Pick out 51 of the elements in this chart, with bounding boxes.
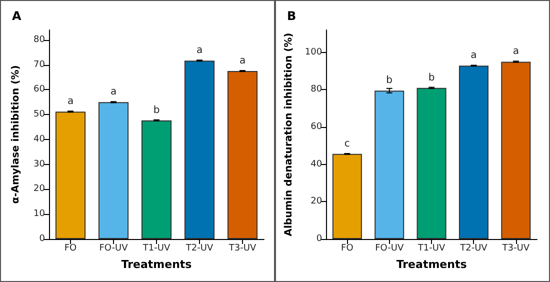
x-tick-label: T1-UV	[142, 244, 171, 254]
y-tick-label: 40	[34, 134, 46, 144]
bar	[332, 154, 362, 239]
bar	[227, 71, 258, 239]
bar	[416, 88, 446, 239]
chart-title: B	[287, 9, 296, 23]
y-tick-label: 70	[34, 60, 46, 70]
bar	[374, 90, 404, 239]
y-tick-label: 100	[304, 47, 322, 58]
y-tick-label: 80	[310, 84, 322, 95]
chart-title: A	[12, 9, 22, 23]
y-tick-label: 50	[34, 110, 46, 120]
x-tick-label: FO	[341, 244, 354, 254]
x-axis-title: Treatments	[121, 258, 192, 271]
x-tick-label: FO-UV	[99, 244, 129, 254]
bar	[55, 112, 86, 239]
annotation: a	[470, 50, 477, 62]
y-axis-title: Albumin denaturation inhibition (%)	[284, 32, 294, 236]
bar	[141, 120, 172, 239]
y-axis-title: α-Amylase inhibition (%)	[10, 65, 22, 204]
annotation: b	[386, 75, 393, 86]
x-tick-label: T2-UV	[184, 244, 214, 254]
y-tick-label: 20	[34, 184, 46, 194]
y-tick-label: 60	[34, 84, 46, 95]
y-tick-label: 80	[34, 34, 46, 45]
annotation: a	[67, 96, 74, 108]
y-tick-label: 0	[316, 234, 322, 244]
annotation: b	[428, 72, 435, 84]
bar	[501, 62, 531, 239]
y-tick-label: 10	[34, 209, 46, 220]
x-tick-label: FO	[64, 244, 77, 254]
x-axis-title: Treatments	[396, 258, 468, 271]
annotation: a	[110, 86, 117, 98]
bar	[98, 102, 129, 239]
y-tick-label: 60	[310, 122, 322, 132]
x-tick-label: T3-UV	[501, 244, 530, 254]
x-tick-label: FO-UV	[375, 244, 404, 254]
annotation: b	[153, 104, 160, 116]
bar	[184, 60, 215, 239]
x-tick-label: T2-UV	[459, 244, 488, 254]
annotation: a	[512, 46, 519, 58]
annotation: a	[196, 45, 203, 56]
annotation: c	[344, 138, 350, 150]
x-tick-label: T1-UV	[416, 244, 446, 254]
y-tick-label: 0	[39, 234, 46, 244]
y-tick-label: 40	[310, 159, 322, 170]
y-tick-label: 20	[310, 196, 322, 207]
bar	[458, 66, 488, 239]
y-tick-label: 30	[34, 159, 46, 170]
annotation: a	[239, 56, 246, 67]
x-tick-label: T3-UV	[228, 244, 257, 254]
